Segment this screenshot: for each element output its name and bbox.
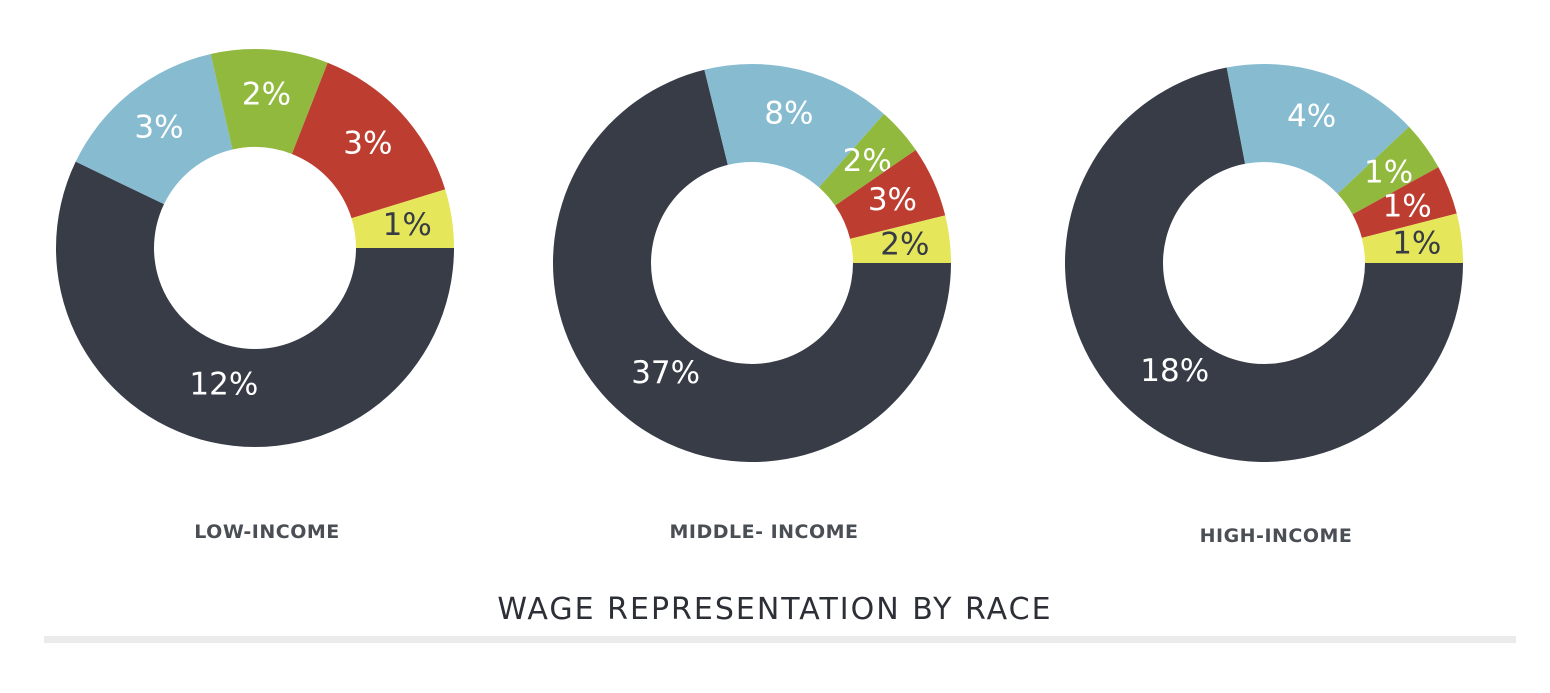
donut-slice [704, 64, 884, 188]
donut-slice [553, 69, 951, 462]
donut-slice [1361, 213, 1463, 263]
donut-slice [1352, 167, 1457, 238]
slice-label: 4% [1287, 99, 1336, 135]
donut-slice [835, 149, 946, 239]
donut-slice [55, 161, 455, 447]
slice-label: 37% [631, 355, 700, 391]
slice-label: 1% [383, 207, 432, 243]
donut-category-label: LOW-INCOME [194, 521, 340, 543]
slice-label: 8% [764, 95, 813, 131]
slice-label: 1% [1392, 226, 1441, 262]
donut-slice [1337, 126, 1439, 215]
chart-title: WAGE REPRESENTATION BY RACE [497, 592, 1053, 627]
slice-label: 1% [1364, 154, 1413, 190]
slice-label: 3% [343, 125, 392, 161]
donut-category-label: HIGH-INCOME [1200, 525, 1353, 547]
slice-label: 1% [1383, 188, 1432, 224]
slice-label: 18% [1140, 353, 1209, 389]
donut-slice [210, 48, 328, 154]
slice-label: 3% [868, 182, 917, 218]
slice-label: 2% [880, 226, 929, 262]
slice-label: 2% [242, 76, 291, 112]
slice-label: 3% [134, 110, 183, 146]
title-underline [44, 636, 1516, 643]
donut-slice [818, 114, 916, 206]
donut-slice [75, 53, 233, 205]
donut-chart-1: 12% 3% 2% 3% 1% LOW-INCOME [55, 48, 455, 543]
donut-slice [351, 189, 454, 248]
donut-chart-3: 18%4%1%1%1%HIGH-INCOME [1064, 64, 1463, 547]
donut-slice [850, 215, 951, 263]
donut-chart-2: 37%8%2%3%2%MIDDLE- INCOME [553, 64, 951, 543]
donut-slice [291, 62, 446, 219]
donut-category-label: MIDDLE- INCOME [669, 521, 858, 543]
slice-label: 12% [189, 366, 258, 402]
donut-slice [1226, 64, 1410, 194]
donut-slice [1064, 67, 1463, 463]
